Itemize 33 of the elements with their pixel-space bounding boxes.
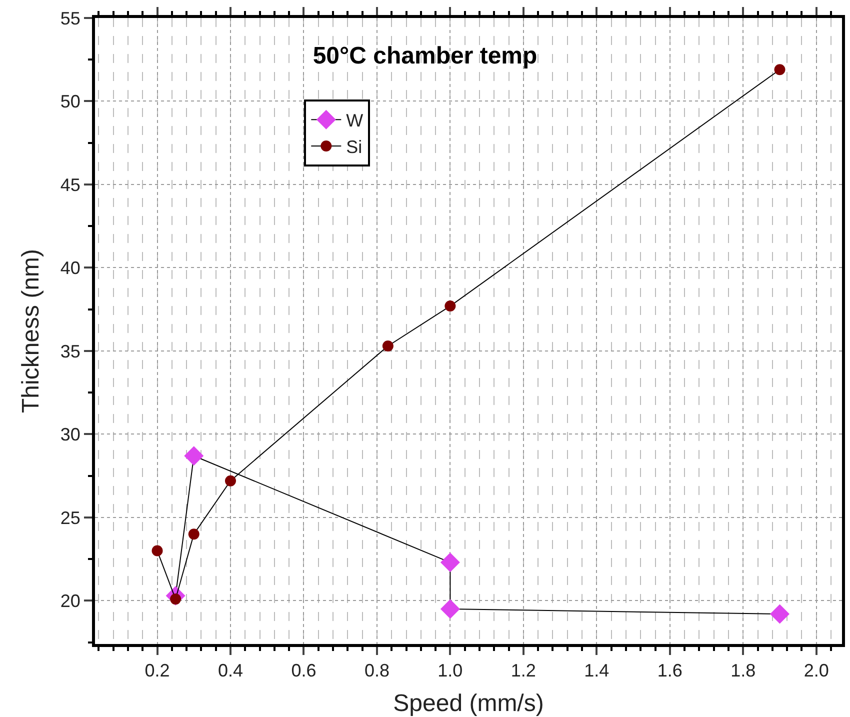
- y-tick-label: 50: [60, 92, 80, 112]
- y-tick-label: 40: [60, 258, 80, 278]
- x-tick-label: 1.6: [657, 660, 682, 681]
- x-tick-label: 1.2: [510, 660, 536, 681]
- legend-label: Si: [346, 137, 362, 157]
- x-tick-label: 0.8: [364, 660, 390, 681]
- text: 50°C chamber temp: [312, 42, 538, 70]
- x-tick-label: 1.8: [730, 660, 756, 681]
- point: [188, 528, 200, 540]
- point: [382, 340, 394, 352]
- y-tick-label: 45: [60, 174, 80, 195]
- point: [770, 604, 790, 624]
- legend-label: W: [346, 110, 364, 131]
- x-tick-label: 1.0: [438, 660, 463, 681]
- point: [440, 552, 460, 572]
- point: [774, 64, 786, 76]
- y-tick-label: 55: [60, 8, 80, 28]
- point: [440, 599, 460, 619]
- x-tick-label: 0.2: [144, 660, 170, 681]
- x-tick-label: 1.4: [584, 660, 610, 681]
- y-axis-title: Thickness (nm): [17, 248, 44, 414]
- x-axis-title: Speed (mm/s): [393, 690, 544, 717]
- x-tick-label: 0.4: [218, 660, 244, 681]
- point: [152, 545, 163, 556]
- y-tick-label: 20: [60, 591, 80, 612]
- point: [224, 475, 236, 486]
- point: [444, 300, 456, 312]
- y-tick-label: 30: [60, 424, 80, 445]
- y-tick-label: 25: [60, 508, 80, 528]
- x-tick-label: 0.6: [291, 660, 316, 681]
- x-tick-label: 2.0: [804, 660, 829, 681]
- point: [184, 446, 204, 466]
- y-tick-label: 35: [60, 341, 80, 362]
